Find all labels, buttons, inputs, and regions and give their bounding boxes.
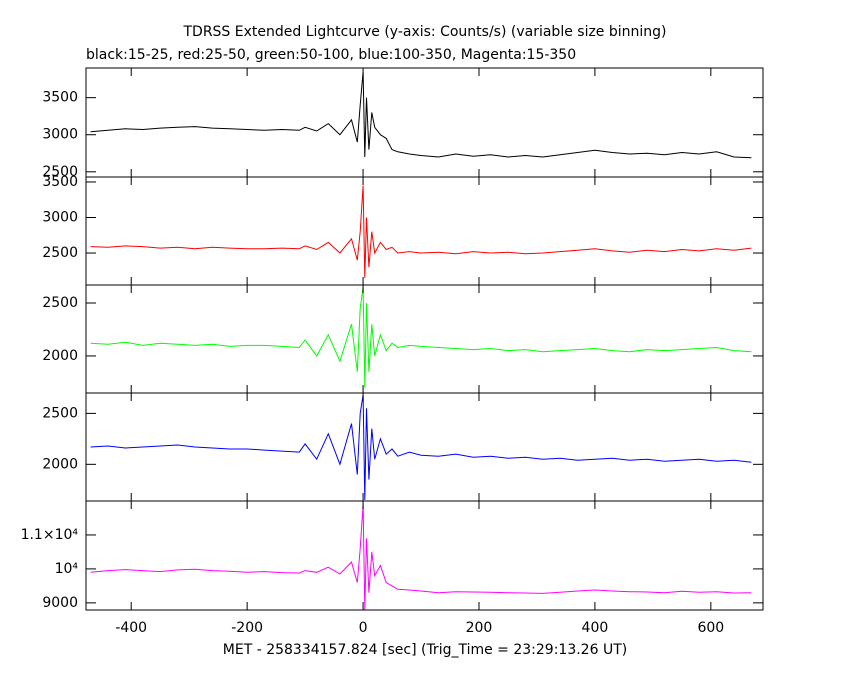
y-tick-label: 2500 [42,164,78,180]
light-curve [90,394,752,501]
y-tick-label: 3000 [42,210,78,226]
y-tick-label: 1.1×10⁴ [21,527,79,543]
y-tick-label: 2000 [42,456,78,472]
y-tick-label: 10⁴ [55,561,79,577]
y-tick-label: 2500 [42,405,78,421]
y-tick-label: 2000 [42,348,78,364]
y-tick-label: 3500 [42,90,78,106]
light-curve [90,287,752,388]
x-tick-label: -400 [115,620,147,636]
y-tick-label: 3000 [42,127,78,143]
x-tick-label: 0 [359,620,368,636]
light-curve [90,71,752,159]
y-tick-label: 3500 [42,174,78,190]
y-tick-label: 2500 [42,295,78,311]
x-tick-label: -200 [231,620,263,636]
y-tick-label: 9000 [42,595,78,611]
x-tick-label: 400 [582,620,609,636]
light-curve [90,185,752,278]
light-curve [90,504,752,610]
x-tick-label: 200 [466,620,493,636]
panel-frame [85,500,764,611]
chart-title: TDRSS Extended Lightcurve (y-axis: Count… [182,24,666,40]
y-tick-label: 2500 [42,245,78,261]
x-axis-label: MET - 258334157.824 [sec] (Trig_Time = 2… [223,642,627,658]
x-tick-label: 600 [697,620,724,636]
chart-subtitle: black:15-25, red:25-50, green:50-100, bl… [86,47,576,63]
